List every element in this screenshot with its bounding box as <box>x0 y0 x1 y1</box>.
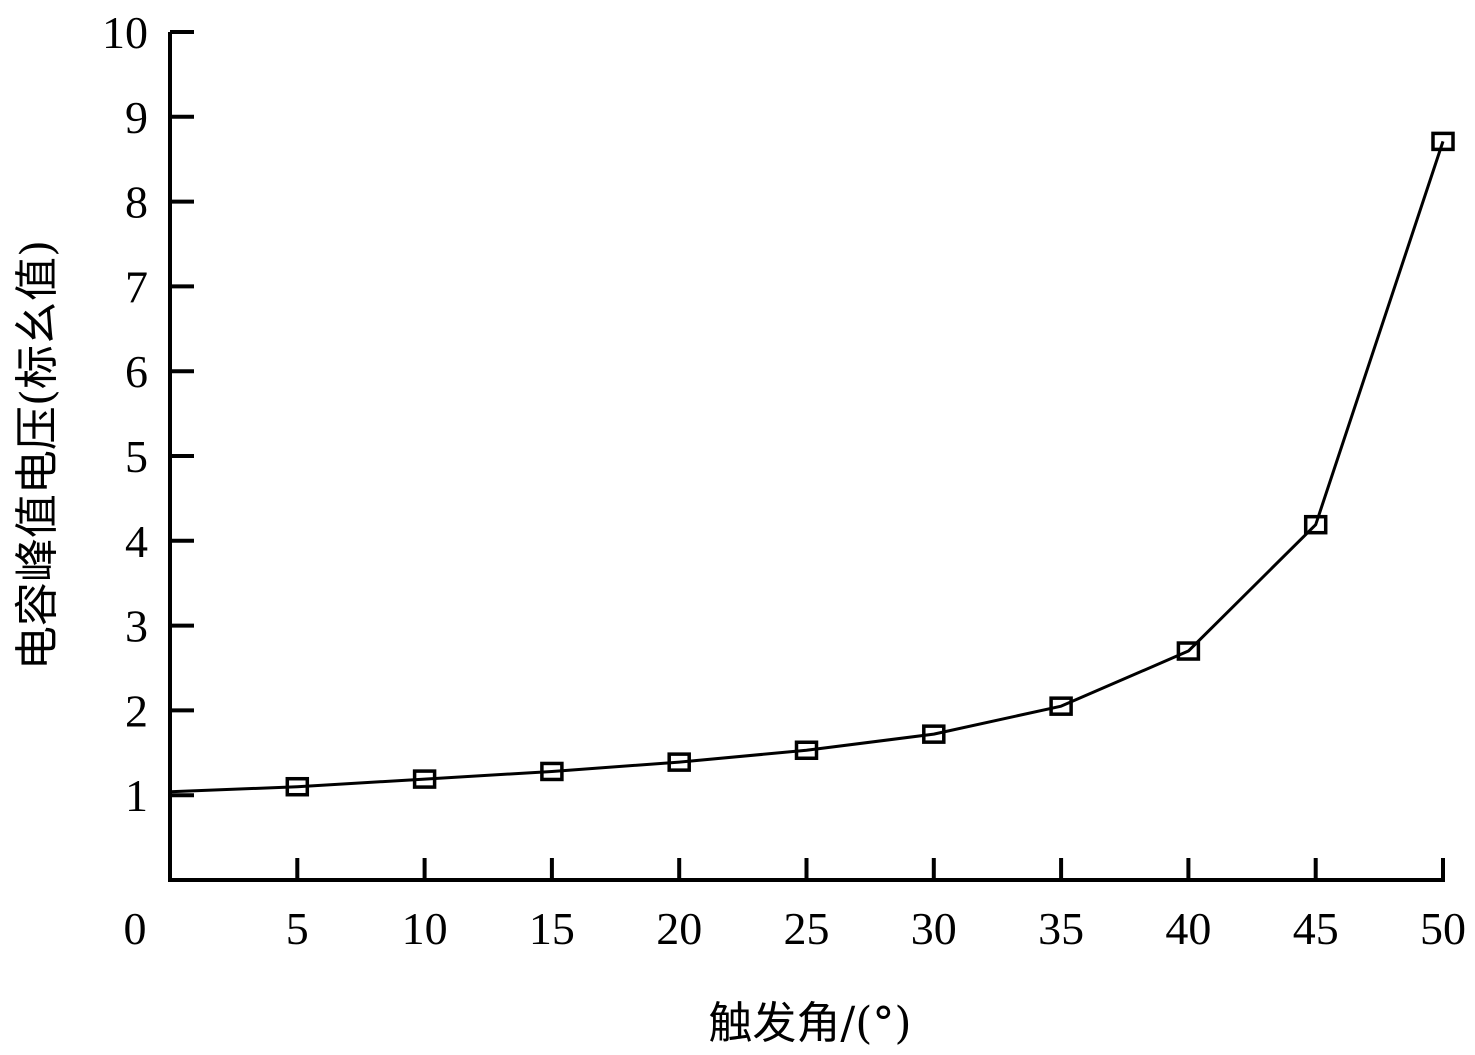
y-tick-label: 10 <box>102 7 148 58</box>
square-marker <box>794 740 819 761</box>
y-tick-label: 5 <box>125 431 148 482</box>
square-marker <box>1049 696 1073 716</box>
x-axis-ticks: 0 5 10 15 20 25 30 35 40 45 50 <box>124 858 1466 954</box>
y-tick-label: 7 <box>125 261 148 312</box>
x-tick-label: 15 <box>529 903 575 954</box>
square-marker <box>540 761 564 782</box>
x-tick-label: 45 <box>1293 903 1339 954</box>
x-tick-label: 5 <box>286 903 309 954</box>
y-tick-label: 2 <box>125 685 148 736</box>
square-marker <box>1176 641 1201 661</box>
square-marker <box>922 724 946 744</box>
x-tick-label: 35 <box>1038 903 1084 954</box>
data-series <box>169 131 1455 797</box>
x-tick-label: 50 <box>1420 903 1466 954</box>
x-tick-label: 25 <box>784 903 830 954</box>
x-tick-label: 10 <box>402 903 448 954</box>
square-marker <box>1303 514 1328 535</box>
square-marker <box>1431 131 1455 152</box>
x-tick-label: 0 <box>124 903 147 954</box>
x-tick-label: 30 <box>911 903 957 954</box>
y-tick-label: 9 <box>125 92 148 143</box>
y-tick-label: 1 <box>125 770 148 821</box>
y-tick-label: 4 <box>125 516 148 567</box>
x-tick-label: 20 <box>656 903 702 954</box>
y-tick-label: 6 <box>125 346 148 397</box>
square-marker <box>667 752 691 772</box>
series-line <box>169 140 1445 794</box>
y-axis-title: 电容峰值电压(标幺值) <box>12 240 63 670</box>
square-marker <box>412 769 437 789</box>
square-marker <box>285 776 310 797</box>
y-tick-label: 3 <box>125 601 148 652</box>
x-axis-title: 触发角/(°) <box>708 998 911 1049</box>
y-axis-ticks: 1 2 3 4 5 6 7 8 9 10 <box>102 7 194 821</box>
x-tick-label: 40 <box>1165 903 1211 954</box>
y-tick-label: 8 <box>125 177 148 228</box>
axes <box>168 32 1445 882</box>
